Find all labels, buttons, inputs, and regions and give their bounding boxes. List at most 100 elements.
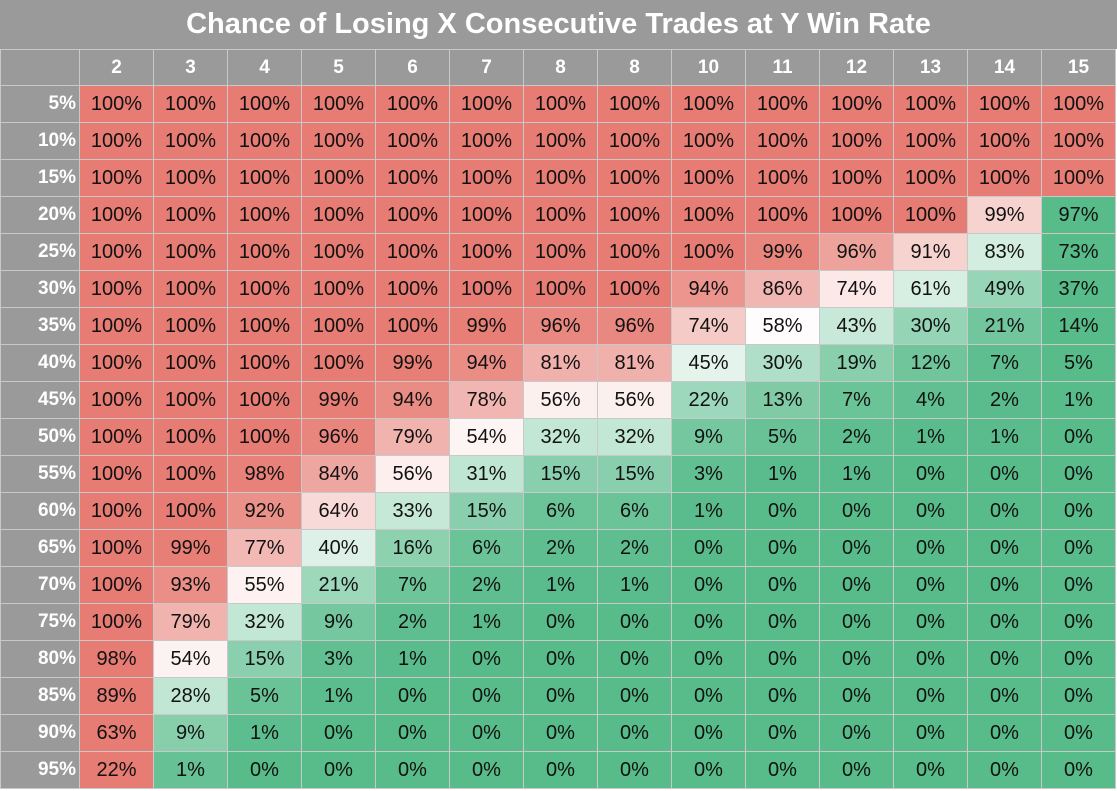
heatmap-cell: 100% (375, 233, 450, 271)
column-header: 5 (301, 49, 376, 86)
heatmap-cell: 99% (967, 196, 1042, 234)
heatmap-cell: 30% (745, 344, 820, 382)
heatmap-cell: 0% (597, 677, 672, 715)
heatmap-cell: 0% (1041, 418, 1116, 456)
heatmap-cell: 0% (597, 714, 672, 752)
heatmap-cell: 1% (745, 455, 820, 493)
table-row: 60% 100% 100% 92% 64% 33% 15% 6% 6% 1% 0% 0% 0% 0% 0% (0, 492, 1116, 530)
column-header: 4 (227, 49, 302, 86)
row-header: 35% (0, 307, 80, 345)
heatmap-cell: 0% (671, 751, 746, 789)
heatmap-cell: 32% (227, 603, 302, 641)
heatmap-cell: 0% (1041, 603, 1116, 641)
heatmap-cell: 100% (597, 85, 672, 123)
row-header: 40% (0, 344, 80, 382)
heatmap-cell: 0% (1041, 529, 1116, 567)
table-row: 55% 100% 100% 98% 84% 56% 31% 15% 15% 3% 1% 1% 0% 0% 0… (0, 455, 1116, 493)
heatmap-cell: 99% (375, 344, 450, 382)
heatmap-cell: 16% (375, 529, 450, 567)
heatmap-cell: 100% (153, 270, 228, 308)
heatmap-cell: 100% (79, 307, 154, 345)
heatmap-cell: 100% (79, 492, 154, 530)
heatmap-cell: 32% (597, 418, 672, 456)
heatmap-cell: 21% (967, 307, 1042, 345)
heatmap-cell: 0% (671, 677, 746, 715)
heatmap-cell: 0% (1041, 751, 1116, 789)
heatmap-cell: 100% (301, 270, 376, 308)
table-row: 5% 100% 100% 100% 100% 100% 100% 100% 100% 100% 10… (0, 85, 1116, 123)
heatmap-cell: 0% (819, 640, 894, 678)
heatmap-cell: 100% (301, 196, 376, 234)
column-header: 12 (819, 49, 894, 86)
heatmap-cell: 100% (449, 270, 524, 308)
heatmap-cell: 4% (893, 381, 968, 419)
heatmap-cell: 94% (671, 270, 746, 308)
heatmap-cell: 0% (597, 751, 672, 789)
heatmap-cell: 100% (153, 196, 228, 234)
row-header: 55% (0, 455, 80, 493)
heatmap-cell: 100% (893, 196, 968, 234)
heatmap-cell: 100% (153, 418, 228, 456)
heatmap-cell: 0% (967, 492, 1042, 530)
heatmap-cell: 100% (893, 85, 968, 123)
heatmap-cell: 1% (967, 418, 1042, 456)
row-header: 75% (0, 603, 80, 641)
heatmap-cell: 22% (671, 381, 746, 419)
heatmap-cell: 100% (79, 455, 154, 493)
heatmap-cell: 3% (301, 640, 376, 678)
heatmap-cell: 100% (79, 529, 154, 567)
heatmap-cell: 7% (375, 566, 450, 604)
heatmap-cell: 0% (671, 714, 746, 752)
table-row: 30% 100% 100% 100% 100% 100% 100% 100% 100% 94% 86… (0, 270, 1116, 308)
column-header: 6 (375, 49, 450, 86)
heatmap-cell: 100% (301, 122, 376, 160)
row-header: 5% (0, 85, 80, 123)
heatmap-cell: 2% (597, 529, 672, 567)
column-header-row: 2 3 4 5 6 7 8 8 10 11 12 13 14 15 (0, 49, 1116, 86)
heatmap-cell: 100% (375, 196, 450, 234)
heatmap-cell: 100% (79, 603, 154, 641)
heatmap-cell: 100% (523, 122, 598, 160)
heatmap-cell: 100% (79, 381, 154, 419)
heatmap-cell: 83% (967, 233, 1042, 271)
heatmap-cell: 100% (79, 122, 154, 160)
heatmap-cell: 0% (967, 529, 1042, 567)
heatmap-cell: 0% (301, 714, 376, 752)
heatmap-cell: 15% (523, 455, 598, 493)
heatmap-cell: 100% (153, 122, 228, 160)
heatmap-cell: 1% (227, 714, 302, 752)
heatmap-cell: 100% (893, 122, 968, 160)
heatmap-cell: 100% (79, 233, 154, 271)
heatmap-cell: 56% (523, 381, 598, 419)
heatmap-cell: 49% (967, 270, 1042, 308)
heatmap-cell: 100% (79, 159, 154, 197)
row-header: 45% (0, 381, 80, 419)
table-row: 35% 100% 100% 100% 100% 100% 99% 96% 96% 74% 58% 43… (0, 307, 1116, 345)
heatmap-cell: 100% (523, 85, 598, 123)
heatmap-cell: 7% (819, 381, 894, 419)
table-row: 15% 100% 100% 100% 100% 100% 100% 100% 100% 100% 1… (0, 159, 1116, 197)
heatmap-cell: 0% (893, 714, 968, 752)
heatmap-cell: 100% (153, 492, 228, 530)
table-row: 25% 100% 100% 100% 100% 100% 100% 100% 100% 100% 9… (0, 233, 1116, 271)
column-header: 15 (1041, 49, 1116, 86)
heatmap-cell: 100% (1041, 122, 1116, 160)
heatmap-cell: 0% (523, 640, 598, 678)
heatmap-cell: 54% (449, 418, 524, 456)
heatmap-cell: 0% (893, 492, 968, 530)
column-header: 13 (893, 49, 968, 86)
heatmap-cell: 100% (967, 85, 1042, 123)
table-row: 45% 100% 100% 100% 99% 94% 78% 56% 56% 22% 13% 7% 4%… (0, 381, 1116, 419)
heatmap-cell: 40% (301, 529, 376, 567)
heatmap-cell: 100% (375, 159, 450, 197)
heatmap-cell: 0% (449, 677, 524, 715)
heatmap-cell: 100% (449, 122, 524, 160)
heatmap-cell: 0% (967, 714, 1042, 752)
heatmap-cell: 99% (745, 233, 820, 271)
heatmap-cell: 94% (375, 381, 450, 419)
heatmap-cell: 99% (153, 529, 228, 567)
heatmap-cell: 100% (671, 85, 746, 123)
heatmap-cell: 0% (449, 714, 524, 752)
heatmap-cell: 100% (153, 381, 228, 419)
heatmap-cell: 100% (79, 85, 154, 123)
